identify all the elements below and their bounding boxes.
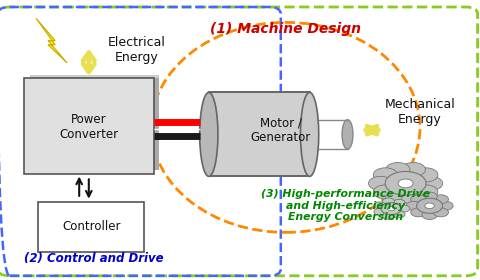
Text: (3) High-performance Drive
and High-efficiency
Energy Conversion: (3) High-performance Drive and High-effi… xyxy=(261,189,430,222)
Circle shape xyxy=(401,162,425,177)
Circle shape xyxy=(383,198,395,205)
Circle shape xyxy=(374,202,386,209)
Circle shape xyxy=(373,168,397,182)
Circle shape xyxy=(433,195,448,204)
Circle shape xyxy=(381,203,401,214)
Text: Controller: Controller xyxy=(62,220,120,233)
Ellipse shape xyxy=(300,92,319,176)
Circle shape xyxy=(393,211,405,218)
Circle shape xyxy=(422,192,437,201)
Ellipse shape xyxy=(200,92,218,176)
FancyBboxPatch shape xyxy=(38,202,144,252)
FancyBboxPatch shape xyxy=(154,78,159,170)
Circle shape xyxy=(385,171,426,195)
Circle shape xyxy=(433,208,448,217)
Text: (1) Machine Design: (1) Machine Design xyxy=(210,22,361,36)
Circle shape xyxy=(419,176,443,190)
Text: Motor /
Generator: Motor / Generator xyxy=(251,116,311,144)
Polygon shape xyxy=(36,18,67,63)
Circle shape xyxy=(369,176,393,190)
Circle shape xyxy=(386,190,410,204)
Circle shape xyxy=(406,201,421,210)
Circle shape xyxy=(383,212,395,219)
FancyBboxPatch shape xyxy=(30,75,159,78)
Circle shape xyxy=(386,162,410,177)
Text: Mechanical
Energy: Mechanical Energy xyxy=(384,98,456,126)
Circle shape xyxy=(414,185,438,199)
Circle shape xyxy=(411,195,426,204)
Circle shape xyxy=(373,185,397,199)
Circle shape xyxy=(438,201,453,210)
FancyBboxPatch shape xyxy=(24,78,154,174)
Text: (2) Control and Drive: (2) Control and Drive xyxy=(24,252,164,265)
Text: Power
Converter: Power Converter xyxy=(59,113,119,141)
Circle shape xyxy=(401,190,425,204)
Bar xyxy=(209,92,310,176)
Circle shape xyxy=(417,198,443,213)
Circle shape xyxy=(414,168,438,182)
FancyBboxPatch shape xyxy=(0,7,478,276)
Circle shape xyxy=(411,208,426,217)
Text: Electrical
Energy: Electrical Energy xyxy=(108,36,166,64)
Circle shape xyxy=(397,205,410,212)
Circle shape xyxy=(393,199,405,206)
Circle shape xyxy=(398,179,413,188)
Ellipse shape xyxy=(342,120,353,149)
Circle shape xyxy=(422,211,437,220)
Circle shape xyxy=(374,208,386,215)
Circle shape xyxy=(425,203,434,209)
Circle shape xyxy=(387,206,395,211)
